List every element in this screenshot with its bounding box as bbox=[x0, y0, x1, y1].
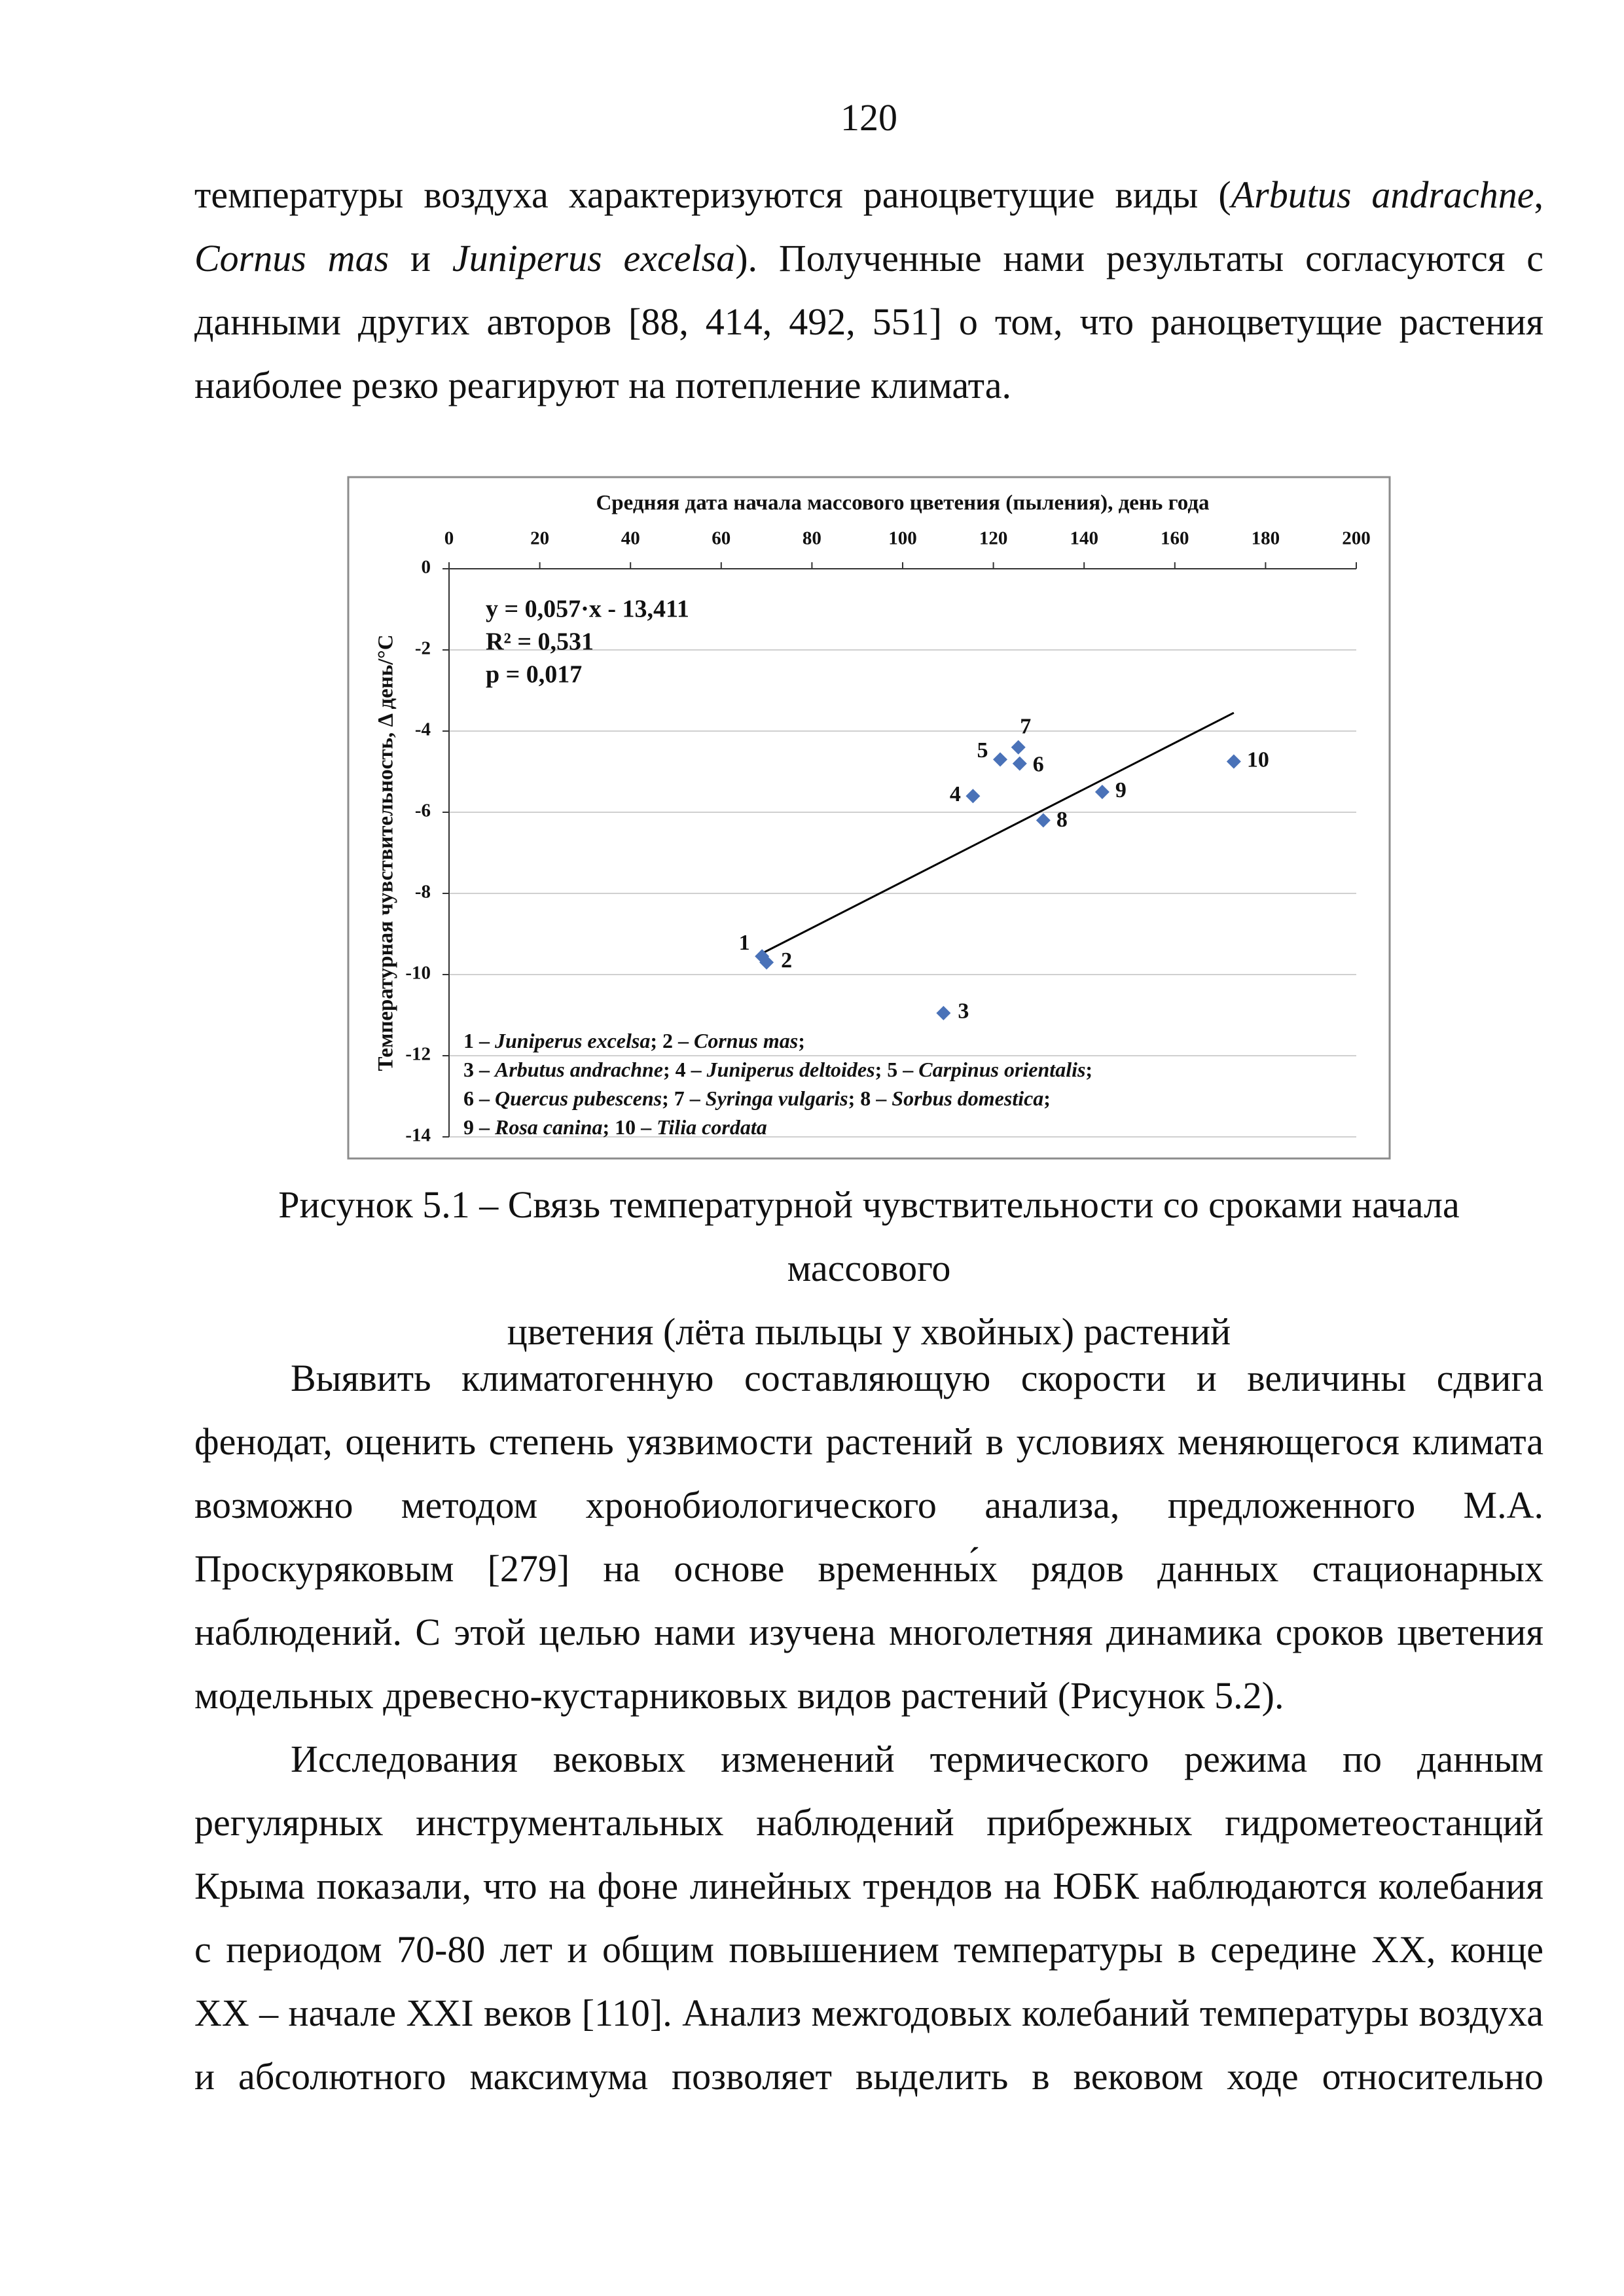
point-label: 5 bbox=[977, 738, 988, 762]
point-label: 2 bbox=[781, 948, 792, 973]
text-run: и bbox=[389, 237, 452, 279]
x-tick-label: 160 bbox=[1161, 528, 1189, 549]
text-run: ). Полученные нами результаты согласуютс… bbox=[194, 237, 1544, 406]
legend-text: ; bbox=[1085, 1058, 1092, 1081]
x-tick-label: 140 bbox=[1070, 528, 1098, 549]
data-point bbox=[1012, 756, 1027, 771]
y-tick-label: -8 bbox=[415, 882, 431, 903]
y-axis-title: Температурная чувствительность, Δ день/°… bbox=[374, 634, 398, 1071]
legend-text: ; 10 – bbox=[602, 1115, 657, 1139]
italic-run: Juniperus excelsa bbox=[452, 237, 736, 279]
x-tick-label: 120 bbox=[979, 528, 1008, 549]
data-point bbox=[759, 955, 774, 970]
point-label: 7 bbox=[1020, 715, 1031, 739]
legend-species: Syringa vulgaris bbox=[706, 1086, 848, 1110]
legend-line: 9 – Rosa canina; 10 – Tilia cordata bbox=[463, 1115, 767, 1139]
y-tick-label: -6 bbox=[415, 800, 431, 821]
x-tick-label: 100 bbox=[888, 528, 917, 549]
legend-text: 3 – bbox=[463, 1058, 495, 1081]
legend-species: Sorbus domestica bbox=[892, 1086, 1043, 1110]
data-point bbox=[1094, 785, 1110, 799]
paragraph: Выявить климатогенную составляющую скоро… bbox=[194, 1357, 1543, 1717]
figure-caption: Рисунок 5.1 – Связь температурной чувств… bbox=[194, 1173, 1543, 1363]
chart-frame bbox=[347, 476, 1391, 1160]
legend-species: Cornus mas bbox=[694, 1029, 798, 1052]
legend-line: 1 – Juniperus excelsa; 2 – Cornus mas; bbox=[463, 1029, 805, 1052]
legend-species: Juniperus deltoides bbox=[706, 1058, 875, 1081]
x-tick-label: 40 bbox=[621, 528, 640, 549]
italic-run: Cornus mas bbox=[194, 237, 389, 279]
y-tick-label: 0 bbox=[422, 557, 431, 578]
x-axis-title: Средняя дата начала массового цветения (… bbox=[596, 492, 1209, 515]
legend-species: Arbutus andrachne bbox=[494, 1058, 663, 1081]
legend-line: 6 – Quercus pubescens; 7 – Syringa vulga… bbox=[463, 1086, 1051, 1110]
x-tick-label: 60 bbox=[712, 528, 731, 549]
data-point bbox=[1226, 754, 1241, 769]
paragraph: Исследования вековых изменений термическ… bbox=[194, 1738, 1543, 2098]
y-tick-label: -10 bbox=[405, 963, 431, 984]
equation-annotation: R² = 0,531 bbox=[486, 628, 594, 656]
point-label: 4 bbox=[950, 782, 961, 806]
legend-text: 1 – bbox=[463, 1029, 495, 1052]
data-point bbox=[965, 789, 981, 804]
paragraph: температуры воздуха характеризуются рано… bbox=[194, 163, 1543, 417]
text-run: , bbox=[1534, 173, 1544, 216]
italic-run: Arbutus andrachne bbox=[1231, 173, 1534, 216]
point-label: 3 bbox=[958, 999, 969, 1024]
x-tick-label: 200 bbox=[1342, 528, 1371, 549]
legend-text: 6 – bbox=[463, 1086, 495, 1110]
data-point bbox=[1011, 740, 1026, 755]
trendline bbox=[761, 711, 1235, 954]
legend-text: ; 8 – bbox=[848, 1086, 892, 1110]
legend-line: 3 – Arbutus andrachne; 4 – Juniperus del… bbox=[463, 1058, 1092, 1081]
equation-annotation: y = 0,057·x - 13,411 bbox=[486, 596, 689, 623]
text-run: температуры воздуха характеризуются рано… bbox=[194, 173, 1231, 216]
legend-text: 9 – bbox=[463, 1115, 495, 1139]
data-point bbox=[992, 752, 1007, 767]
caption-line: Рисунок 5.1 – Связь температурной чувств… bbox=[278, 1183, 1460, 1289]
legend-species: Carpinus orientalis bbox=[918, 1058, 1085, 1081]
body-text: Выявить климатогенную составляющую скоро… bbox=[194, 1346, 1543, 2108]
legend-species: Rosa canina bbox=[494, 1115, 602, 1139]
y-tick-label: -4 bbox=[415, 719, 431, 740]
legend-text: ; 4 – bbox=[663, 1058, 707, 1081]
point-label: 1 bbox=[739, 931, 750, 955]
equation-annotation: p = 0,017 bbox=[486, 661, 582, 689]
legend-text: ; bbox=[798, 1029, 805, 1052]
x-tick-label: 0 bbox=[444, 528, 454, 549]
x-tick-label: 80 bbox=[803, 528, 821, 549]
point-label: 10 bbox=[1247, 747, 1269, 772]
legend-text: ; 7 – bbox=[662, 1086, 706, 1110]
legend-species: Juniperus excelsa bbox=[494, 1029, 650, 1052]
data-point bbox=[936, 1005, 951, 1020]
x-tick-label: 20 bbox=[530, 528, 549, 549]
data-point bbox=[1036, 813, 1051, 828]
legend-text: ; bbox=[1043, 1086, 1051, 1110]
legend-species: Quercus pubescens bbox=[495, 1086, 662, 1110]
caption-line: цветения (лёта пыльцы у хвойных) растени… bbox=[507, 1310, 1231, 1353]
page-number: 120 bbox=[840, 96, 897, 139]
point-label: 8 bbox=[1056, 808, 1068, 832]
legend-text: ; 2 – bbox=[650, 1029, 694, 1052]
y-tick-label: -12 bbox=[405, 1044, 431, 1065]
point-label: 9 bbox=[1115, 778, 1127, 802]
x-tick-label: 180 bbox=[1252, 528, 1280, 549]
y-tick-label: -2 bbox=[415, 638, 431, 659]
legend-species: Tilia cordata bbox=[657, 1115, 767, 1139]
point-label: 6 bbox=[1033, 752, 1044, 776]
y-tick-label: -14 bbox=[405, 1125, 431, 1146]
legend-text: ; 5 – bbox=[875, 1058, 919, 1081]
